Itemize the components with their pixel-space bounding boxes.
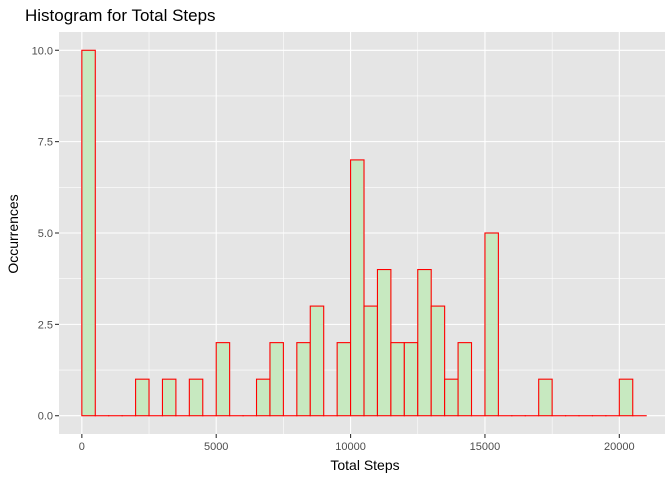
histogram-bar	[270, 343, 283, 416]
y-tick-label: 2.5	[38, 319, 53, 331]
y-tick-label: 10.0	[32, 45, 53, 57]
y-tick-label: 5.0	[38, 228, 53, 240]
histogram-bar	[82, 50, 95, 415]
histogram-bar	[189, 379, 202, 416]
histogram-bar	[418, 270, 431, 416]
histogram-bar	[297, 343, 310, 416]
histogram-bar	[216, 343, 229, 416]
x-tick-label: 5000	[204, 441, 228, 453]
y-tick-label: 7.5	[38, 137, 53, 149]
histogram-bar	[377, 270, 390, 416]
x-tick-label: 0	[79, 441, 85, 453]
y-axis-ticks: 0.0 2.5 5.0 7.5 10.0	[32, 45, 59, 422]
histogram-bar	[404, 343, 417, 416]
histogram-bar	[391, 343, 404, 416]
histogram-bar	[162, 379, 175, 416]
x-tick-label: 20000	[604, 441, 635, 453]
histogram-bar	[619, 379, 632, 416]
x-axis-title: Total Steps	[330, 457, 399, 473]
x-tick-label: 10000	[335, 441, 366, 453]
y-axis-title: Occurrences	[5, 194, 21, 273]
histogram-bar	[351, 160, 364, 416]
histogram-bar	[539, 379, 552, 416]
chart-title: Histogram for Total Steps	[25, 6, 216, 25]
histogram-bar	[337, 343, 350, 416]
histogram-bar	[136, 379, 149, 416]
histogram-bar	[310, 306, 323, 416]
y-tick-label: 0.0	[38, 411, 53, 423]
histogram-bar	[485, 233, 498, 416]
histogram-bar	[458, 343, 471, 416]
x-axis-ticks: 0 5000 10000 15000 20000	[79, 434, 635, 453]
histogram-bar	[445, 379, 458, 416]
histogram-bar	[257, 379, 270, 416]
histogram-bar	[431, 306, 444, 416]
x-tick-label: 15000	[470, 441, 501, 453]
histogram-bar	[364, 306, 377, 416]
